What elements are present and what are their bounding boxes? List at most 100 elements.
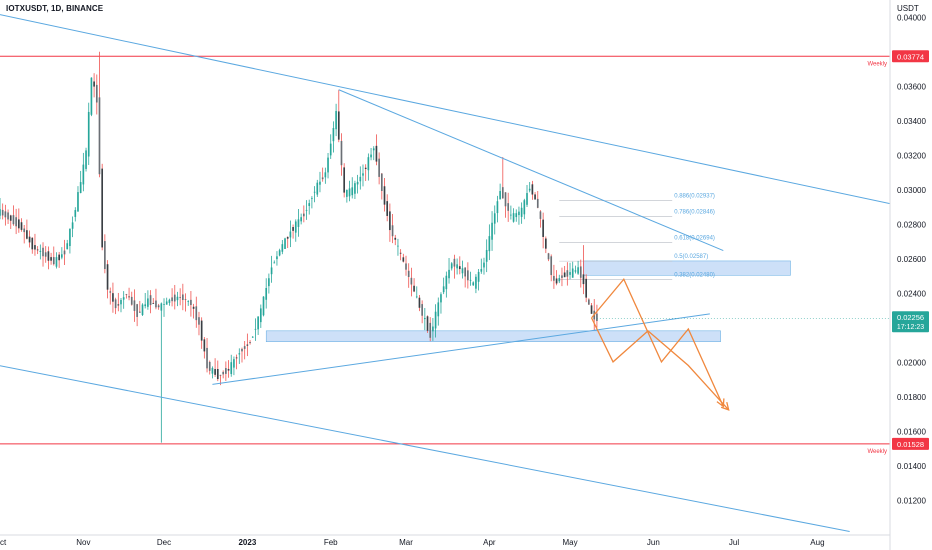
candle-body: [249, 342, 251, 344]
candle-body: [448, 269, 450, 279]
candle-body: [182, 294, 184, 300]
level-price-label-0: 0.03774: [897, 52, 924, 61]
candle-body: [510, 214, 512, 216]
y-tick-label-12: 0.01200: [897, 496, 926, 505]
candle-body: [109, 291, 112, 293]
candle-body: [90, 77, 93, 115]
candle-body: [534, 194, 536, 200]
horizontal-levels: Weekly Weekly: [0, 55, 890, 455]
candle-body: [125, 294, 128, 296]
candle-body: [547, 253, 550, 260]
level-tag-1: Weekly: [867, 449, 887, 455]
candle-body: [335, 111, 337, 130]
candle-body: [370, 154, 372, 158]
y-tick-label-10: 0.01600: [897, 427, 926, 436]
x-tick-label-6: Apr: [483, 538, 496, 547]
candle-body: [303, 213, 305, 217]
candle-body: [233, 359, 235, 368]
candle-body: [579, 266, 582, 278]
projection-arrowhead-0: [716, 398, 725, 408]
candle-body: [36, 249, 39, 251]
candle-body: [227, 368, 230, 371]
candle-body: [101, 168, 104, 248]
candle-body: [200, 320, 203, 341]
candle-body: [467, 270, 469, 281]
y-tick-label-0: 0.04000: [897, 13, 926, 22]
candle-body: [434, 311, 437, 329]
x-tick-label-9: Jul: [729, 538, 739, 547]
candle-body: [79, 182, 82, 194]
candle-body: [120, 299, 122, 305]
candle-body: [464, 267, 466, 277]
candle-body: [155, 300, 157, 308]
candle-body: [104, 241, 106, 270]
candle-body: [596, 313, 598, 322]
candle-body: [544, 238, 547, 249]
candle-body: [378, 158, 380, 177]
candle-body: [278, 250, 281, 256]
candle-body: [337, 111, 340, 140]
candle-body: [480, 269, 483, 272]
fib-label-1: 0.786(0.02846): [674, 209, 715, 215]
candle-body: [397, 245, 399, 247]
candle-body: [515, 213, 518, 218]
candle-body: [34, 245, 36, 250]
candle-body: [440, 294, 442, 303]
candle-body: [458, 266, 461, 270]
x-tick-label-5: Mar: [399, 538, 413, 547]
candle-body: [359, 176, 362, 182]
candle-body: [413, 285, 415, 292]
x-tick-label-4: Feb: [324, 538, 338, 547]
candle-body: [176, 296, 179, 301]
candle-body: [259, 308, 262, 323]
x-tick-label-3: 2023: [238, 538, 256, 547]
candle-body: [44, 252, 47, 257]
candle-body: [343, 167, 346, 193]
candle-body: [531, 184, 534, 195]
candle-body: [262, 296, 265, 316]
candle-body: [246, 344, 249, 346]
candle-body: [453, 258, 456, 267]
candle-body: [319, 181, 321, 185]
current-price-countdown: 17:12:23: [897, 324, 924, 331]
candle-body: [504, 192, 507, 207]
projection-path-0: [591, 278, 724, 407]
candle-body: [17, 219, 20, 229]
y-tick-label-1: 0.03600: [897, 82, 926, 91]
candle-body: [192, 306, 195, 309]
candle-body: [329, 143, 332, 156]
candle-body: [4, 211, 7, 218]
candle-body: [523, 200, 526, 215]
x-tick-label-2: Dec: [157, 538, 171, 547]
candle-body: [206, 347, 208, 369]
candle-body: [149, 295, 152, 306]
candle-body: [216, 369, 219, 380]
candle-body: [485, 249, 488, 262]
current-price-box: [892, 311, 929, 333]
candle-body: [372, 148, 375, 151]
candle-body: [195, 306, 198, 321]
candle-body: [442, 286, 445, 293]
candle-body: [313, 191, 316, 193]
candle-body: [138, 311, 141, 313]
candle-body: [558, 278, 561, 282]
candle-body: [15, 217, 17, 227]
y-tick-label-5: 0.02800: [897, 220, 926, 229]
candle-body: [364, 167, 367, 170]
candle-body: [276, 256, 278, 260]
candle-body: [222, 371, 225, 375]
level-tag-0: Weekly: [867, 61, 887, 67]
candle-body: [47, 251, 50, 261]
candle-body: [528, 188, 531, 191]
candle-body: [128, 296, 130, 298]
candle-body: [405, 263, 407, 270]
level-price-label-1: 0.01528: [897, 440, 924, 449]
candle-body: [348, 188, 351, 197]
candle-body: [203, 339, 206, 352]
candle-body: [493, 213, 496, 224]
candle-body: [214, 369, 216, 375]
candle-body: [235, 357, 238, 359]
candle-body: [225, 368, 227, 374]
candle-body: [85, 150, 87, 169]
